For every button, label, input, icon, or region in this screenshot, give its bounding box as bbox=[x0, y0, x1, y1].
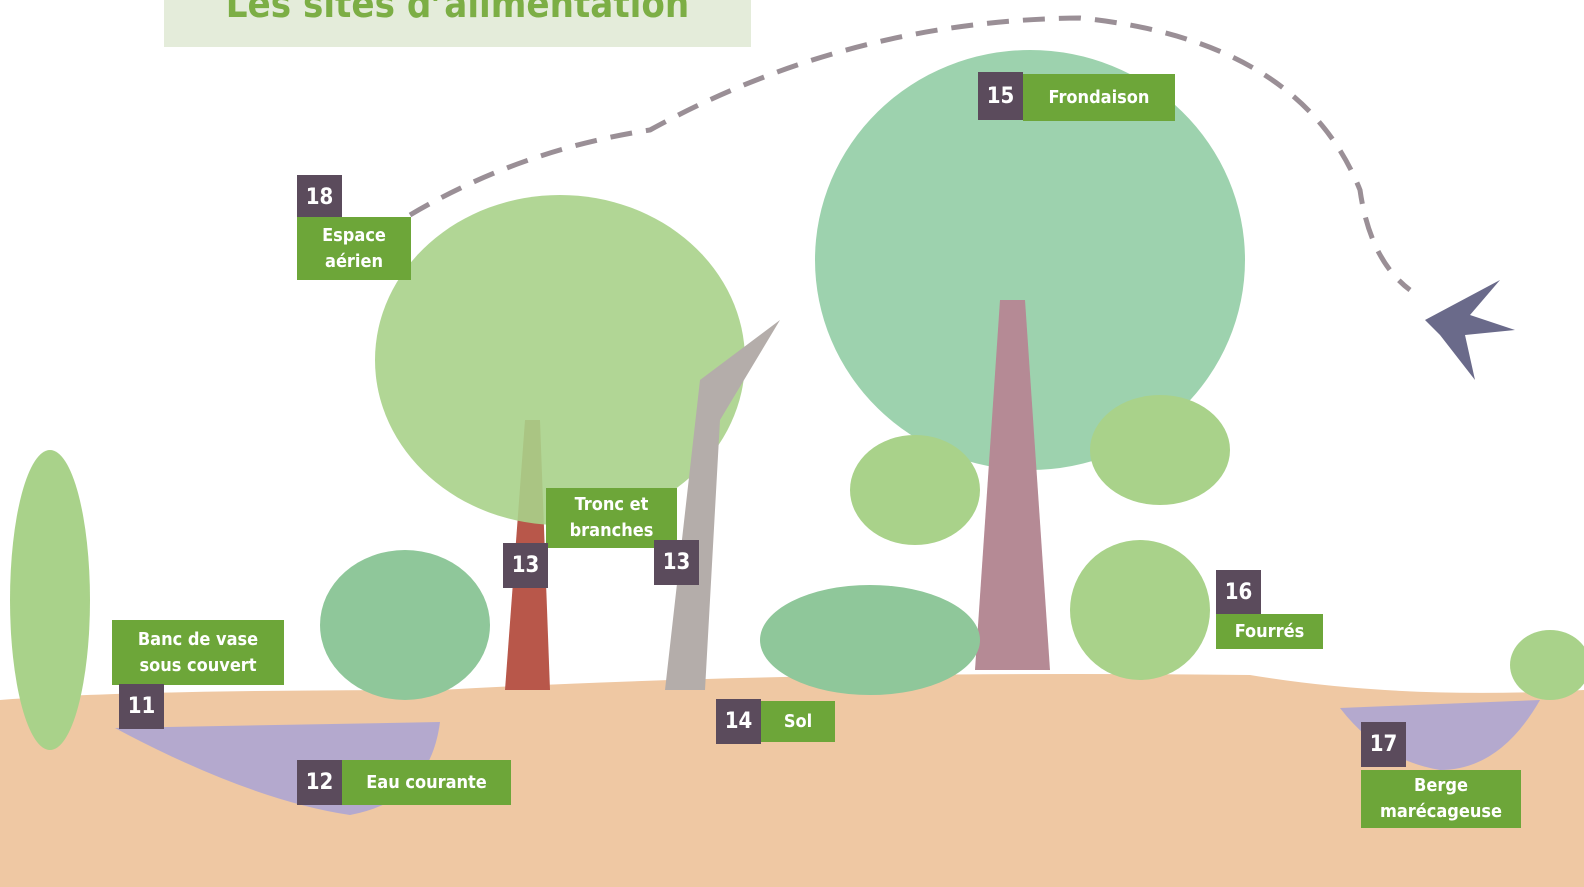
site-number: 13 bbox=[503, 543, 548, 588]
site-label: Sol bbox=[761, 701, 835, 742]
site-number: 15 bbox=[978, 72, 1023, 120]
site-label: Berge marécageuse bbox=[1361, 770, 1521, 828]
bush bbox=[10, 450, 90, 750]
bird bbox=[1425, 280, 1515, 380]
title-box: Les sites d’alimentation bbox=[164, 0, 751, 47]
site-label: Fourrés bbox=[1216, 614, 1323, 649]
bush bbox=[760, 585, 980, 695]
site-number: 16 bbox=[1216, 570, 1261, 615]
site-label: Tronc et branches bbox=[546, 488, 677, 548]
site-number: 12 bbox=[297, 760, 342, 805]
bush bbox=[1070, 540, 1210, 680]
site-label: Eau courante bbox=[342, 760, 511, 805]
tree-crown bbox=[850, 435, 980, 545]
site-number: 17 bbox=[1361, 722, 1406, 767]
title: Les sites d’alimentation bbox=[164, 0, 751, 26]
page: Les sites d’alimentation 18 Espace aérie… bbox=[0, 0, 1584, 887]
site-number: 13 bbox=[654, 540, 699, 585]
tree-crown bbox=[1090, 395, 1230, 505]
site-label: Banc de vase sous couvert bbox=[112, 620, 284, 685]
illustration bbox=[0, 0, 1584, 887]
site-number: 11 bbox=[119, 684, 164, 729]
site-label: Espace aérien bbox=[297, 217, 411, 280]
bush bbox=[1510, 630, 1584, 700]
bush bbox=[320, 550, 490, 700]
site-number: 14 bbox=[716, 699, 761, 744]
site-label: Frondaison bbox=[1023, 74, 1175, 121]
site-number: 18 bbox=[297, 175, 342, 220]
